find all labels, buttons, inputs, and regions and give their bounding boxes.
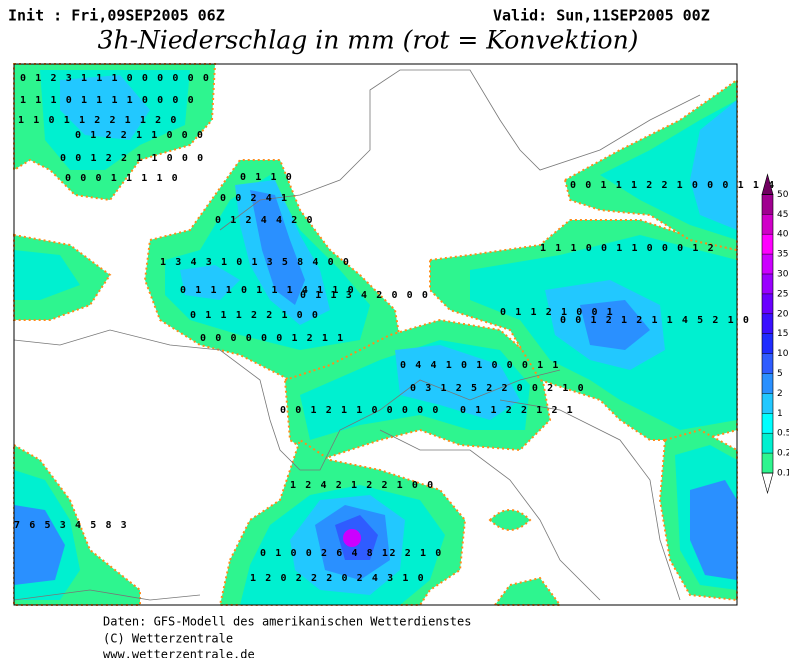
legend-swatch <box>762 234 773 255</box>
grid-value-row: 0 0 1 2 2 1 1 0 0 0 <box>60 153 205 164</box>
grid-value-row: 7 6 5 3 4 5 8 3 <box>14 520 128 531</box>
legend-swatch <box>762 214 773 235</box>
precip-areas <box>13 63 738 606</box>
footer-line: www.wetterzentrale.de <box>103 648 255 659</box>
grid-value-row: 0 1 2 3 1 1 1 0 0 0 0 0 0 <box>20 73 211 84</box>
grid-value-row: 1 2 0 2 2 2 0 2 4 3 1 0 <box>250 573 425 584</box>
grid-value-row: 0 1 2 4 4 2 0 <box>215 215 314 226</box>
grid-value-row: 0 0 0 0 0 0 1 2 1 1 <box>200 333 345 344</box>
grid-value-row: 1 1 1 0 1 1 1 1 0 0 0 0 <box>20 95 195 106</box>
legend-label: 10 <box>777 349 789 359</box>
legend-swatch <box>762 413 773 434</box>
coastlines <box>13 69 701 601</box>
grid-value-row: 0 1 1 1 2 2 1 0 0 <box>190 310 320 321</box>
legend-swatch <box>762 194 773 215</box>
legend-swatch <box>762 433 773 454</box>
legend-label: 0.2 <box>777 449 789 459</box>
footer-line: Daten: GFS-Modell des amerikanischen Wet… <box>103 615 471 629</box>
grid-value-row: 1 2 4 2 1 2 2 1 0 0 <box>290 480 435 491</box>
legend-label: 45 <box>777 210 788 220</box>
grid-value-row: 0 1 1 0 <box>240 172 293 183</box>
legend-label: 50 <box>777 190 789 200</box>
grid-value-row: 0 1 1 3 4 2 0 0 0 <box>300 290 430 301</box>
legend-bottom-triangle <box>761 472 774 495</box>
legend-label: 25 <box>777 289 788 299</box>
grid-value-row: 0 4 4 1 0 1 0 0 0 1 1 <box>400 360 560 371</box>
legend-label: 2 <box>777 389 783 399</box>
init-time: Init : Fri,09SEP2005 06Z <box>8 7 225 25</box>
grid-value-row: 0 0 0 1 1 1 1 0 <box>65 173 179 184</box>
grid-value-row: 1 1 1 0 0 1 1 0 0 0 1 2 <box>540 243 715 254</box>
legend-swatch <box>762 453 773 473</box>
grid-value-row: 0 1 1 2 1 0 0 1 <box>500 307 614 318</box>
grid-labels: 0 1 2 3 1 1 1 0 0 0 0 0 0 1 1 1 0 1 1 1 1… <box>14 73 776 584</box>
grid-value-row: 0 1 1 2 2 1 2 1 <box>460 405 574 416</box>
legend-label: 0.1 <box>777 469 789 479</box>
grid-value-row: 0 1 2 2 1 1 0 0 0 <box>75 130 205 141</box>
legend-border <box>761 194 774 474</box>
legend-label: 40 <box>777 230 789 240</box>
grid-value-row: 1 1 0 1 1 2 2 1 1 2 0 <box>18 115 178 126</box>
grid-value-row: 0 1 0 0 2 6 4 8 12 2 1 0 <box>260 548 443 559</box>
map-title: 3h-Niederschlag in mm (rot = Konvektion) <box>98 26 639 55</box>
grid-value-row: 0 3 1 2 5 2 2 0 0 2 1 0 <box>410 383 585 394</box>
footer-line: (C) Wetterzentrale <box>103 632 233 646</box>
grid-value-row: 0 1 1 1 0 1 1 1 4 1 1 0 <box>180 285 355 296</box>
legend-label: 15 <box>777 329 788 339</box>
legend-label: 0.5 <box>777 429 789 439</box>
map: 0 1 2 3 1 1 1 0 0 0 0 0 0 1 1 1 0 1 1 1 1… <box>13 63 776 606</box>
grid-value-row: 0 0 1 2 1 2 1 1 4 5 2 1 0 <box>560 315 751 326</box>
grid-value-row: 0 0 1 2 1 1 0 0 0 0 0 <box>280 405 440 416</box>
legend-label: 30 <box>777 270 789 280</box>
grid-value-row: 0 0 1 1 1 2 2 1 0 0 0 1 1 4 <box>570 180 776 191</box>
legend-swatch <box>762 274 773 294</box>
legend-label: 20 <box>777 309 789 319</box>
legend-swatch <box>762 254 773 274</box>
legend-swatch <box>762 333 773 354</box>
legend-label: 5 <box>777 369 783 379</box>
valid-time: Valid: Sun,11SEP2005 00Z <box>493 7 710 25</box>
legend-swatch <box>762 353 773 374</box>
legend-label: 35 <box>777 250 788 260</box>
legend-swatch <box>762 373 773 394</box>
grid-value-row: 0 0 2 4 1 <box>220 193 289 204</box>
legend-swatch <box>762 313 773 334</box>
legend-swatch <box>762 393 773 414</box>
map-frame <box>13 63 738 606</box>
grid-value-row: 1 3 4 3 1 0 1 3 5 8 4 0 0 <box>160 257 351 268</box>
legend-swatch <box>762 293 773 314</box>
legend-label: 1 <box>777 409 783 419</box>
